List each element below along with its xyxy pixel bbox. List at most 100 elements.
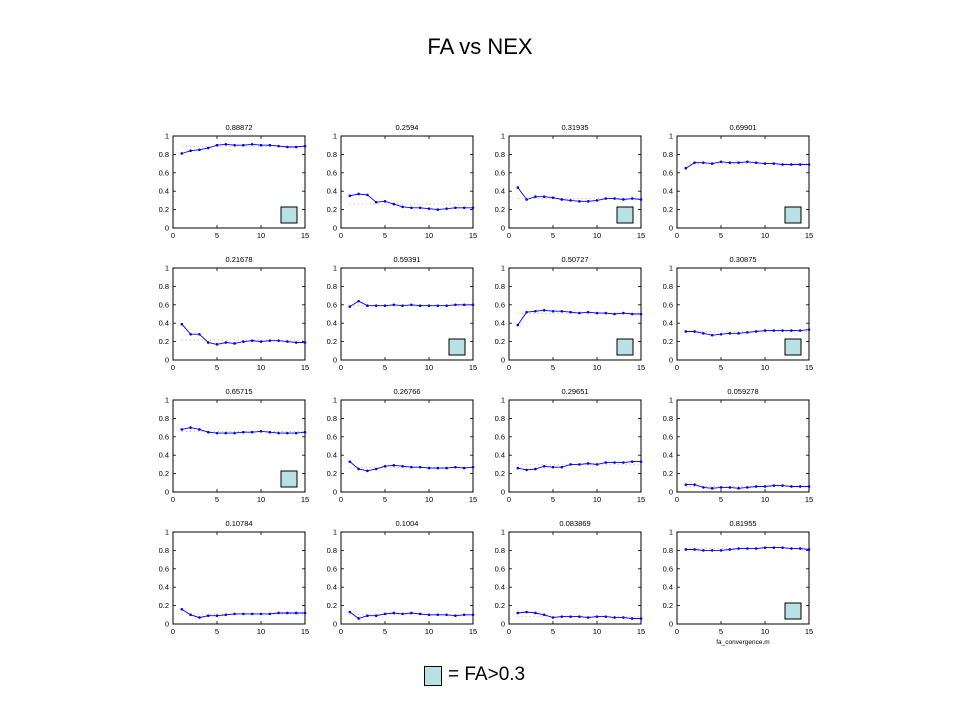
data-point [242, 430, 245, 434]
data-point [206, 430, 210, 434]
data-point [427, 207, 431, 210]
data-point [198, 148, 201, 152]
y-tick-label: 0.2 [495, 205, 505, 214]
data-point [454, 614, 457, 618]
y-tick-label: 1 [333, 528, 337, 537]
subplot-title: 0.083869 [559, 519, 590, 528]
data-point [639, 460, 643, 463]
data-point [542, 195, 546, 199]
data-point [613, 197, 616, 200]
x-tick-label: 0 [339, 495, 343, 504]
y-tick-label: 1 [501, 132, 505, 141]
subplot-title: 0.31935 [561, 123, 588, 132]
y-tick-label: 0.8 [663, 150, 673, 159]
y-tick-label: 0.2 [159, 469, 169, 478]
y-tick-label: 1 [501, 528, 505, 537]
data-point [206, 614, 210, 618]
y-tick-label: 0.8 [495, 150, 505, 159]
x-tick-label: 10 [761, 627, 769, 636]
x-tick-label: 0 [171, 495, 175, 504]
data-point [462, 206, 466, 210]
x-tick-label: 15 [301, 231, 309, 240]
y-tick-label: 0.2 [327, 601, 337, 610]
y-tick-label: 0.6 [495, 168, 505, 177]
data-point [418, 612, 422, 616]
x-tick-label: 15 [805, 363, 813, 372]
y-tick-label: 0 [669, 620, 673, 629]
data-point [684, 166, 688, 170]
data-point [418, 304, 422, 308]
y-tick-label: 0.6 [495, 564, 505, 573]
y-tick-label: 0 [669, 488, 673, 497]
data-point [357, 299, 360, 303]
x-tick-label: 5 [383, 627, 387, 636]
y-tick-label: 0.6 [663, 300, 673, 309]
y-tick-label: 0 [501, 620, 505, 629]
x-tick-label: 5 [383, 495, 387, 504]
data-point [719, 160, 723, 164]
data-point [622, 461, 625, 464]
x-tick-label: 0 [171, 627, 175, 636]
data-point [303, 341, 307, 344]
y-tick-label: 0.4 [663, 187, 673, 196]
data-point [233, 431, 236, 435]
x-tick-label: 5 [551, 363, 555, 372]
x-tick-label: 10 [257, 495, 265, 504]
x-tick-label: 15 [805, 627, 813, 636]
data-point [454, 465, 457, 469]
data-point [542, 464, 546, 468]
data-point [392, 464, 396, 467]
data-point [630, 617, 634, 620]
data-point [224, 613, 228, 617]
data-point [366, 193, 369, 197]
data-point [586, 616, 590, 619]
data-point [807, 485, 811, 488]
data-point [401, 612, 404, 616]
x-axis-label: fa_convergence.m [716, 639, 769, 646]
y-tick-label: 0 [333, 356, 337, 365]
x-tick-label: 5 [719, 363, 723, 372]
data-point [215, 143, 219, 147]
data-point [516, 611, 520, 615]
data-point [259, 340, 263, 343]
x-tick-label: 15 [301, 627, 309, 636]
data-point [366, 614, 369, 618]
y-tick-label: 0.6 [495, 300, 505, 309]
data-point [471, 303, 475, 307]
y-tick-label: 1 [165, 396, 169, 405]
data-point [693, 161, 696, 164]
data-point [639, 198, 643, 201]
data-point [728, 486, 732, 489]
y-tick-label: 0 [333, 620, 337, 629]
y-tick-label: 0.6 [495, 432, 505, 441]
y-tick-label: 0.2 [159, 337, 169, 346]
data-point [798, 547, 802, 550]
data-point [242, 340, 245, 343]
data-point [392, 611, 396, 615]
x-tick-label: 15 [637, 231, 645, 240]
data-point [436, 208, 440, 211]
x-tick-label: 10 [425, 363, 433, 372]
data-point [233, 612, 236, 616]
data-point [180, 322, 184, 326]
data-point [604, 615, 608, 618]
x-tick-label: 0 [171, 231, 175, 240]
data-point [525, 198, 528, 201]
data-point [534, 467, 537, 471]
data-point [639, 617, 643, 620]
subplot-axes-box [340, 399, 474, 493]
data-point [277, 611, 280, 615]
x-tick-label: 15 [301, 495, 309, 504]
y-tick-label: 0.2 [327, 337, 337, 346]
y-tick-label: 0.8 [495, 282, 505, 291]
data-point [374, 614, 378, 618]
data-point [569, 199, 572, 202]
data-point [684, 330, 688, 333]
